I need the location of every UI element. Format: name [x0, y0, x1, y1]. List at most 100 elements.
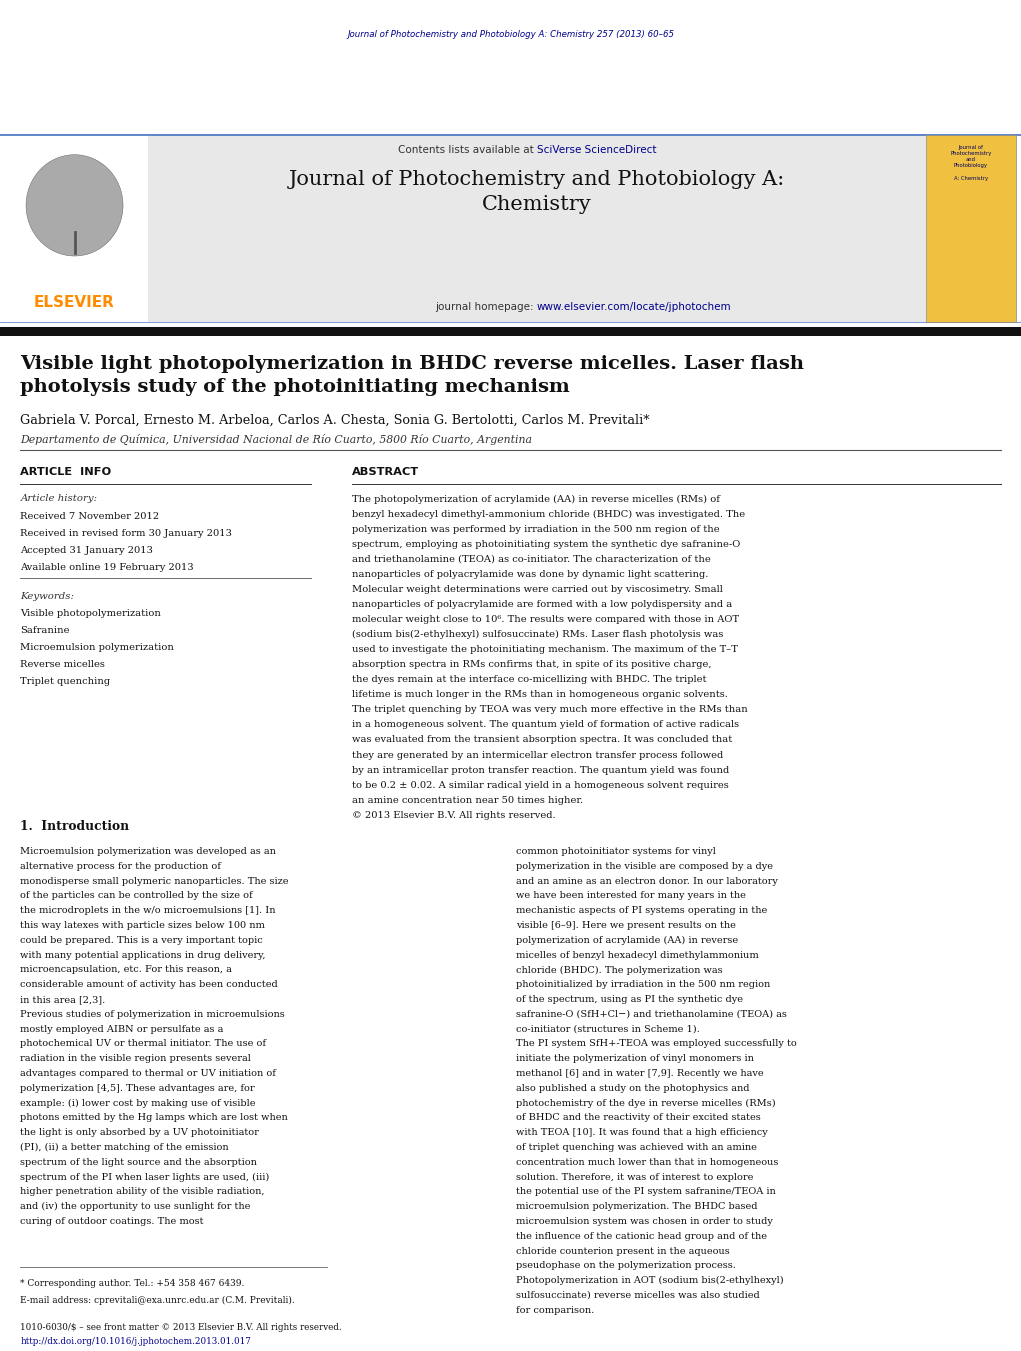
- Text: http://dx.doi.org/10.1016/j.jphotochem.2013.01.017: http://dx.doi.org/10.1016/j.jphotochem.2…: [20, 1337, 251, 1347]
- Text: Molecular weight determinations were carried out by viscosimetry. Small: Molecular weight determinations were car…: [352, 585, 723, 594]
- Text: photons emitted by the Hg lamps which are lost when: photons emitted by the Hg lamps which ar…: [20, 1113, 288, 1123]
- Text: Available online 19 February 2013: Available online 19 February 2013: [20, 563, 194, 571]
- Text: photochemistry of the dye in reverse micelles (RMs): photochemistry of the dye in reverse mic…: [516, 1098, 775, 1108]
- Text: pseudophase on the polymerization process.: pseudophase on the polymerization proces…: [516, 1262, 735, 1270]
- Text: Keywords:: Keywords:: [20, 592, 75, 601]
- Text: Journal of Photochemistry and Photobiology A: Chemistry 257 (2013) 60–65: Journal of Photochemistry and Photobiolo…: [347, 30, 674, 39]
- Text: polymerization [4,5]. These advantages are, for: polymerization [4,5]. These advantages a…: [20, 1084, 255, 1093]
- Text: Visible photopolymerization: Visible photopolymerization: [20, 609, 161, 619]
- Text: spectrum of the light source and the absorption: spectrum of the light source and the abs…: [20, 1158, 257, 1167]
- Text: of the particles can be controlled by the size of: of the particles can be controlled by th…: [20, 892, 253, 901]
- Text: Reverse micelles: Reverse micelles: [20, 659, 105, 669]
- Text: and (iv) the opportunity to use sunlight for the: and (iv) the opportunity to use sunlight…: [20, 1202, 251, 1212]
- Text: Contents lists available at: Contents lists available at: [398, 145, 537, 154]
- Text: co-initiator (structures in Scheme 1).: co-initiator (structures in Scheme 1).: [516, 1024, 699, 1034]
- Text: the microdroplets in the w/o microemulsions [1]. In: the microdroplets in the w/o microemulsi…: [20, 907, 276, 915]
- Text: of triplet quenching was achieved with an amine: of triplet quenching was achieved with a…: [516, 1143, 757, 1152]
- Text: Triplet quenching: Triplet quenching: [20, 677, 110, 686]
- Text: of the spectrum, using as PI the synthetic dye: of the spectrum, using as PI the synthet…: [516, 994, 742, 1004]
- Text: chloride counterion present in the aqueous: chloride counterion present in the aqueo…: [516, 1247, 729, 1255]
- Text: safranine-O (SfH+Cl−) and triethanolamine (TEOA) as: safranine-O (SfH+Cl−) and triethanolamin…: [516, 1009, 786, 1019]
- Text: the light is only absorbed by a UV photoinitiator: the light is only absorbed by a UV photo…: [20, 1128, 259, 1138]
- Text: spectrum of the PI when laser lights are used, (iii): spectrum of the PI when laser lights are…: [20, 1173, 270, 1182]
- Text: Received in revised form 30 January 2013: Received in revised form 30 January 2013: [20, 528, 233, 538]
- Text: Gabriela V. Porcal, Ernesto M. Arbeloa, Carlos A. Chesta, Sonia G. Bertolotti, C: Gabriela V. Porcal, Ernesto M. Arbeloa, …: [20, 413, 650, 427]
- Text: chloride (BHDC). The polymerization was: chloride (BHDC). The polymerization was: [516, 966, 722, 974]
- FancyBboxPatch shape: [926, 135, 1016, 322]
- Text: microencapsulation, etc. For this reason, a: microencapsulation, etc. For this reason…: [20, 966, 233, 974]
- Text: microemulsion polymerization. The BHDC based: microemulsion polymerization. The BHDC b…: [516, 1202, 758, 1210]
- Text: monodisperse small polymeric nanoparticles. The size: monodisperse small polymeric nanoparticl…: [20, 877, 289, 886]
- Text: sulfosuccinate) reverse micelles was also studied: sulfosuccinate) reverse micelles was als…: [516, 1292, 760, 1300]
- Text: Previous studies of polymerization in microemulsions: Previous studies of polymerization in mi…: [20, 1009, 285, 1019]
- Text: used to investigate the photoinitiating mechanism. The maximum of the T–T: used to investigate the photoinitiating …: [352, 646, 738, 654]
- Text: (sodium bis(2-ethylhexyl) sulfosuccinate) RMs. Laser flash photolysis was: (sodium bis(2-ethylhexyl) sulfosuccinate…: [352, 630, 724, 639]
- Text: we have been interested for many years in the: we have been interested for many years i…: [516, 892, 745, 901]
- Text: example: (i) lower cost by making use of visible: example: (i) lower cost by making use of…: [20, 1098, 256, 1108]
- Text: and triethanolamine (TEOA) as co-initiator. The characterization of the: and triethanolamine (TEOA) as co-initiat…: [352, 555, 711, 563]
- Text: absorption spectra in RMs confirms that, in spite of its positive charge,: absorption spectra in RMs confirms that,…: [352, 661, 712, 669]
- Text: the potential use of the PI system safranine/TEOA in: the potential use of the PI system safra…: [516, 1188, 775, 1197]
- Text: molecular weight close to 10⁶. The results were compared with those in AOT: molecular weight close to 10⁶. The resul…: [352, 615, 739, 624]
- Text: the influence of the cationic head group and of the: the influence of the cationic head group…: [516, 1232, 767, 1240]
- Text: radiation in the visible region presents several: radiation in the visible region presents…: [20, 1054, 251, 1063]
- Text: * Corresponding author. Tel.: +54 358 467 6439.: * Corresponding author. Tel.: +54 358 46…: [20, 1279, 245, 1289]
- Text: nanoparticles of polyacrylamide was done by dynamic light scattering.: nanoparticles of polyacrylamide was done…: [352, 570, 709, 578]
- Text: and an amine as an electron donor. In our laboratory: and an amine as an electron donor. In ou…: [516, 877, 777, 886]
- Text: curing of outdoor coatings. The most: curing of outdoor coatings. The most: [20, 1217, 204, 1225]
- Text: could be prepared. This is a very important topic: could be prepared. This is a very import…: [20, 936, 263, 944]
- Text: Photopolymerization in AOT (sodium bis(2-ethylhexyl): Photopolymerization in AOT (sodium bis(2…: [516, 1277, 783, 1285]
- Text: SciVerse ScienceDirect: SciVerse ScienceDirect: [537, 145, 657, 154]
- Text: (PI), (ii) a better matching of the emission: (PI), (ii) a better matching of the emis…: [20, 1143, 229, 1152]
- Text: this way latexes with particle sizes below 100 nm: this way latexes with particle sizes bel…: [20, 921, 265, 929]
- Text: of BHDC and the reactivity of their excited states: of BHDC and the reactivity of their exci…: [516, 1113, 761, 1123]
- Text: considerable amount of activity has been conducted: considerable amount of activity has been…: [20, 981, 278, 989]
- Text: © 2013 Elsevier B.V. All rights reserved.: © 2013 Elsevier B.V. All rights reserved…: [352, 811, 555, 820]
- Text: the dyes remain at the interface co-micellizing with BHDC. The triplet: the dyes remain at the interface co-mice…: [352, 676, 707, 684]
- Text: spectrum, employing as photoinitiating system the synthetic dye safranine-O: spectrum, employing as photoinitiating s…: [352, 539, 740, 549]
- Text: micelles of benzyl hexadecyl dimethylammonium: micelles of benzyl hexadecyl dimethylamm…: [516, 951, 759, 959]
- Text: concentration much lower than that in homogeneous: concentration much lower than that in ho…: [516, 1158, 778, 1167]
- FancyBboxPatch shape: [148, 135, 926, 322]
- Text: Safranine: Safranine: [20, 626, 69, 635]
- Text: benzyl hexadecyl dimethyl-ammonium chloride (BHDC) was investigated. The: benzyl hexadecyl dimethyl-ammonium chlor…: [352, 509, 745, 519]
- Text: mechanistic aspects of PI systems operating in the: mechanistic aspects of PI systems operat…: [516, 907, 767, 915]
- Text: was evaluated from the transient absorption spectra. It was concluded that: was evaluated from the transient absorpt…: [352, 735, 732, 744]
- Text: The photopolymerization of acrylamide (AA) in reverse micelles (RMs) of: The photopolymerization of acrylamide (A…: [352, 494, 720, 504]
- Text: initiate the polymerization of vinyl monomers in: initiate the polymerization of vinyl mon…: [516, 1054, 753, 1063]
- Text: The PI system SfH+-TEOA was employed successfully to: The PI system SfH+-TEOA was employed suc…: [516, 1039, 796, 1048]
- Text: advantages compared to thermal or UV initiation of: advantages compared to thermal or UV ini…: [20, 1069, 277, 1078]
- Text: solution. Therefore, it was of interest to explore: solution. Therefore, it was of interest …: [516, 1173, 752, 1182]
- Text: Accepted 31 January 2013: Accepted 31 January 2013: [20, 546, 153, 555]
- Text: www.elsevier.com/locate/jphotochem: www.elsevier.com/locate/jphotochem: [537, 303, 732, 312]
- Text: Journal of
Photochemistry
and
Photobiology

A: Chemistry: Journal of Photochemistry and Photobiolo…: [951, 145, 991, 181]
- Ellipse shape: [26, 155, 123, 257]
- Text: methanol [6] and in water [7,9]. Recently we have: methanol [6] and in water [7,9]. Recentl…: [516, 1069, 764, 1078]
- Text: for comparison.: for comparison.: [516, 1305, 594, 1315]
- FancyBboxPatch shape: [0, 327, 1021, 336]
- Text: Received 7 November 2012: Received 7 November 2012: [20, 512, 159, 521]
- Text: polymerization of acrylamide (AA) in reverse: polymerization of acrylamide (AA) in rev…: [516, 936, 738, 944]
- Text: ABSTRACT: ABSTRACT: [352, 467, 420, 477]
- Text: 1.  Introduction: 1. Introduction: [20, 820, 130, 834]
- Text: 1010-6030/$ – see front matter © 2013 Elsevier B.V. All rights reserved.: 1010-6030/$ – see front matter © 2013 El…: [20, 1323, 342, 1332]
- Text: in a homogeneous solvent. The quantum yield of formation of active radicals: in a homogeneous solvent. The quantum yi…: [352, 720, 739, 730]
- Text: also published a study on the photophysics and: also published a study on the photophysi…: [516, 1084, 749, 1093]
- Text: they are generated by an intermicellar electron transfer process followed: they are generated by an intermicellar e…: [352, 751, 724, 759]
- Text: in this area [2,3].: in this area [2,3].: [20, 994, 105, 1004]
- Text: Article history:: Article history:: [20, 494, 97, 504]
- Text: polymerization was performed by irradiation in the 500 nm region of the: polymerization was performed by irradiat…: [352, 524, 720, 534]
- Text: Microemulsion polymerization: Microemulsion polymerization: [20, 643, 175, 653]
- Text: photochemical UV or thermal initiator. The use of: photochemical UV or thermal initiator. T…: [20, 1039, 266, 1048]
- Text: lifetime is much longer in the RMs than in homogeneous organic solvents.: lifetime is much longer in the RMs than …: [352, 690, 728, 700]
- Text: nanoparticles of polyacrylamide are formed with a low polydispersity and a: nanoparticles of polyacrylamide are form…: [352, 600, 732, 609]
- Text: photoinitialized by irradiation in the 500 nm region: photoinitialized by irradiation in the 5…: [516, 981, 770, 989]
- Text: journal homepage:: journal homepage:: [435, 303, 537, 312]
- Text: ELSEVIER: ELSEVIER: [34, 295, 115, 311]
- Text: Microemulsion polymerization was developed as an: Microemulsion polymerization was develop…: [20, 847, 277, 857]
- Text: E-mail address: cprevitali@exa.unrc.edu.ar (C.M. Previtali).: E-mail address: cprevitali@exa.unrc.edu.…: [20, 1296, 295, 1305]
- Text: polymerization in the visible are composed by a dye: polymerization in the visible are compos…: [516, 862, 773, 871]
- Text: to be 0.2 ± 0.02. A similar radical yield in a homogeneous solvent requires: to be 0.2 ± 0.02. A similar radical yiel…: [352, 781, 729, 790]
- Text: alternative process for the production of: alternative process for the production o…: [20, 862, 222, 871]
- Text: Visible light photopolymerization in BHDC reverse micelles. Laser flash
photolys: Visible light photopolymerization in BHD…: [20, 355, 805, 396]
